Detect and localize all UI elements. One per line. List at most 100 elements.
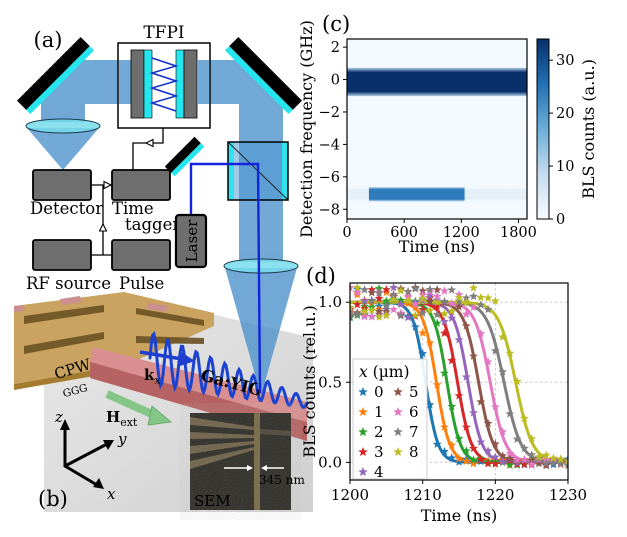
d-legend-marker-x3 (358, 447, 368, 457)
axis-z-label: z (54, 408, 63, 426)
wire-arrowhead (144, 138, 154, 148)
tfpi-label: TFPI (143, 23, 184, 43)
panel-a-label: (a) (34, 28, 63, 52)
d-legend-entry-label: 2 (374, 423, 384, 441)
d-border (349, 282, 569, 481)
wire-arrowhead (103, 180, 113, 190)
panel-c-label: (c) (322, 12, 351, 36)
d-legend-entry-label: 7 (409, 423, 419, 441)
c-ylabel: Detection frequency (GHz) (297, 20, 316, 238)
colorbar-tick-label: 30 (556, 53, 574, 69)
c-y-tick-label: −6 (319, 170, 340, 186)
colorbar-tick-label: 10 (556, 159, 574, 175)
wavevector-label: kx (144, 366, 161, 387)
d-legend-entry-label: 1 (374, 403, 384, 421)
d-x-tick-label: 1210 (404, 486, 442, 504)
mirror-top-left (16, 36, 95, 115)
d-y-tick-label: 0.5 (318, 373, 342, 391)
pulse-box (111, 239, 171, 271)
laser-label: Laser (183, 219, 201, 262)
panel-a-setup-diagram: TFPI Detector T (16, 23, 303, 396)
c-y-tick-label: 0 (331, 73, 340, 89)
panel-d-label: (d) (306, 264, 336, 288)
d-plot-area (350, 283, 568, 470)
y-arrowhead (103, 440, 114, 450)
colorbar-tick-label: 0 (556, 212, 565, 228)
c-x-tick-label: 1800 (500, 225, 537, 241)
panel-b-sample-schematic: CPW GGG kx Ga:YIG Hext (14, 292, 313, 512)
heatmap-band (347, 67, 527, 97)
tfpi-mirror-plate (130, 49, 145, 119)
tfpi-interferometer (117, 42, 211, 129)
d-x-tick-label: 1200 (331, 486, 369, 504)
heatmap-band (368, 187, 465, 202)
heatmap-axes: 0 600 1200 1800 2 0 −2 −4 −6 −8 (319, 40, 537, 241)
d-legend-marker-x7 (393, 427, 403, 437)
d-x-tick-label: 1230 (549, 486, 587, 504)
d-legend-entry-label: 4 (374, 463, 384, 481)
heatmap-border (346, 38, 528, 220)
d-legend-entry-label: 3 (374, 443, 384, 461)
sem-scale-label: 345 nm (259, 473, 305, 487)
time-tagger-box (111, 169, 171, 201)
laser-box (174, 213, 208, 269)
mirror-laser-input (164, 136, 205, 177)
laser-line (189, 162, 262, 394)
rf-source-label: RF source (26, 274, 111, 293)
x-arrowhead (93, 478, 104, 489)
coordinate-axes (63, 425, 109, 487)
tfpi-multipass-rays (149, 57, 179, 112)
tfpi-mirror-plate (183, 49, 198, 119)
d-ylabel: BLS counts (rel.u.) (300, 305, 319, 458)
d-legend-entry-label: 0 (374, 383, 384, 401)
yig-pad (146, 303, 168, 312)
pulse-label: Pulse (119, 274, 164, 293)
wavevector-arrow (139, 350, 195, 366)
d-markers-x7 (350, 284, 568, 470)
external-field-label: Hext (106, 408, 138, 429)
colorbar-label: BLS counts (a.u.) (579, 59, 598, 199)
c-y-tick-label: −8 (319, 202, 340, 218)
axis-x-label: x (107, 485, 116, 503)
panel-b-label: (b) (38, 487, 68, 511)
time-tagger-label-2: tagger (125, 215, 180, 234)
d-legend-entry-label: 6 (409, 403, 419, 421)
d-legend-marker-x5 (393, 387, 403, 397)
sem-inset: 345 nm SEM (190, 413, 305, 510)
time-tagger-label-1: Time (112, 199, 154, 218)
spin-wave (148, 330, 309, 409)
rf-source-box (32, 239, 92, 271)
external-field-arrow (105, 390, 172, 426)
d-legend: x (µm) 0 1 2 3 4 5 6 7 8 (352, 358, 428, 481)
c-x-tick-label: 1200 (443, 225, 480, 241)
c-x-tick-label: 600 (390, 225, 418, 241)
detector-label: Detector (30, 199, 103, 218)
d-legend-marker-x1 (358, 407, 368, 417)
focused-beam-to-detector (27, 128, 99, 170)
d-legend-entry-label: 5 (409, 383, 419, 401)
d-y-tick-label: 1.0 (318, 293, 342, 311)
d-legend-marker-x6 (393, 407, 403, 417)
d-legend-title: x (µm) (359, 363, 410, 381)
d-legend-marker-x8 (393, 447, 403, 457)
collection-lens (25, 118, 101, 134)
c-x-tick-label: 0 (342, 225, 351, 241)
c-y-tick-label: 2 (331, 40, 340, 56)
colorbar-tick-label: 20 (556, 106, 574, 122)
objective-lens (223, 258, 299, 274)
d-legend-marker-x0 (358, 387, 368, 397)
d-y-tick-label: 0.0 (318, 453, 342, 471)
d-legend-marker-x4 (358, 467, 368, 477)
d-legend-box (352, 358, 428, 480)
d-legend-entry-label: 8 (409, 443, 419, 461)
d-legend-marker-x2 (358, 427, 368, 437)
c-xlabel: Time (ns) (399, 237, 476, 256)
detector-box (32, 169, 92, 201)
mirror-top-right (224, 36, 303, 115)
colorbar (536, 38, 550, 220)
d-x-tick-label: 1220 (476, 486, 514, 504)
focused-beam-to-sample (225, 268, 297, 396)
